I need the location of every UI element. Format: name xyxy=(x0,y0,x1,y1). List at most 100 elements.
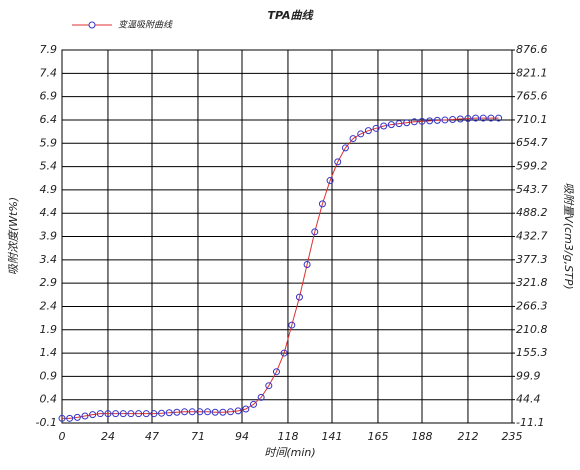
y2-tick-label: 543.7 xyxy=(516,183,548,196)
point xyxy=(104,410,112,418)
point xyxy=(211,408,219,416)
point xyxy=(188,408,196,416)
y2-tick-label: 654.7 xyxy=(516,136,548,149)
y2-tick-label: 210.8 xyxy=(516,323,548,336)
y-tick-label: 2.4 xyxy=(40,299,58,312)
y-tick-label: 3.9 xyxy=(40,230,58,243)
x-tick-label: 235 xyxy=(502,430,523,443)
legend-label: 变温吸附曲线 xyxy=(118,20,173,31)
y2-tick-label: 765.6 xyxy=(516,90,548,103)
point xyxy=(73,413,81,421)
y2-tick-label: 710.1 xyxy=(516,113,548,126)
y-tick-label: 1.9 xyxy=(40,323,58,336)
point xyxy=(257,393,265,401)
y-tick-label: 4.9 xyxy=(40,183,58,196)
point xyxy=(479,114,487,122)
y-tick-label: 0.9 xyxy=(40,369,58,382)
point xyxy=(204,408,212,416)
legend-marker xyxy=(88,21,96,29)
y2-tick-label: 821.1 xyxy=(516,66,548,79)
point xyxy=(395,120,403,128)
y2-tick-label: 599.2 xyxy=(516,160,548,173)
point xyxy=(81,412,89,420)
chart-title: TPA曲线 xyxy=(267,9,314,22)
point xyxy=(288,321,296,329)
point xyxy=(196,408,204,416)
point xyxy=(441,116,449,124)
point xyxy=(449,115,457,123)
point xyxy=(349,135,357,143)
point xyxy=(227,408,235,416)
point xyxy=(364,127,372,135)
x-tick-label: 0 xyxy=(59,430,66,443)
y-tick-label: 3.4 xyxy=(40,253,58,266)
x-tick-label: 188 xyxy=(412,430,433,443)
y2-tick-label: -11.1 xyxy=(516,416,544,429)
y2-tick-label: 99.9 xyxy=(516,369,541,382)
point xyxy=(173,408,181,416)
series-line xyxy=(62,117,499,419)
y2-tick-label: 266.3 xyxy=(516,299,548,312)
y-tick-label: 5.9 xyxy=(40,136,58,149)
point xyxy=(357,130,365,138)
point xyxy=(142,410,150,418)
point xyxy=(311,228,319,236)
y2-tick-label: 321.8 xyxy=(516,276,548,289)
point xyxy=(464,115,472,123)
y2-axis-label: 吸附量V(cm3/g,STP) xyxy=(562,182,575,289)
y-tick-label: 1.4 xyxy=(40,346,58,359)
y2-tick-label: 44.4 xyxy=(516,393,541,406)
point xyxy=(150,410,158,418)
point xyxy=(158,409,166,417)
x-tick-label: 71 xyxy=(191,430,205,443)
y-tick-label: 7.4 xyxy=(40,66,58,79)
point xyxy=(487,114,495,122)
point xyxy=(265,382,273,390)
point xyxy=(433,116,441,124)
point xyxy=(295,293,303,301)
y-tick-label: 4.4 xyxy=(40,206,58,219)
point xyxy=(326,177,334,185)
x-tick-label: 94 xyxy=(235,430,249,443)
point xyxy=(96,410,104,418)
point xyxy=(495,114,503,122)
y2-tick-label: 876.6 xyxy=(516,43,548,56)
point xyxy=(272,368,280,376)
y-tick-label: 5.4 xyxy=(40,160,58,173)
point xyxy=(249,400,257,408)
y-tick-label: -0.1 xyxy=(36,416,57,429)
x-axis-label: 时间(min) xyxy=(264,446,315,459)
x-tick-label: 212 xyxy=(457,430,478,443)
point xyxy=(334,158,342,166)
point xyxy=(418,117,426,125)
y-tick-label: 6.9 xyxy=(40,90,58,103)
point xyxy=(387,121,395,129)
y-tick-label: 7.9 xyxy=(40,43,58,56)
point xyxy=(58,414,66,422)
point xyxy=(234,407,242,415)
point xyxy=(410,118,418,126)
y-tick-label: 2.9 xyxy=(40,276,58,289)
x-tick-label: 141 xyxy=(322,430,343,443)
y2-tick-label: 488.2 xyxy=(516,206,548,219)
point xyxy=(403,119,411,127)
point xyxy=(181,408,189,416)
point xyxy=(426,117,434,125)
point xyxy=(372,124,380,132)
point xyxy=(66,414,74,422)
point xyxy=(242,405,250,413)
point xyxy=(472,114,480,122)
point xyxy=(318,200,326,208)
point xyxy=(303,260,311,268)
point xyxy=(112,410,120,418)
x-tick-label: 24 xyxy=(101,430,115,443)
y2-tick-label: 155.3 xyxy=(516,346,548,359)
point xyxy=(165,409,173,417)
y-tick-label: 6.4 xyxy=(40,113,58,126)
point xyxy=(119,410,127,418)
x-tick-label: 47 xyxy=(145,430,159,443)
point xyxy=(89,411,97,419)
x-tick-label: 118 xyxy=(277,430,298,443)
point xyxy=(135,410,143,418)
